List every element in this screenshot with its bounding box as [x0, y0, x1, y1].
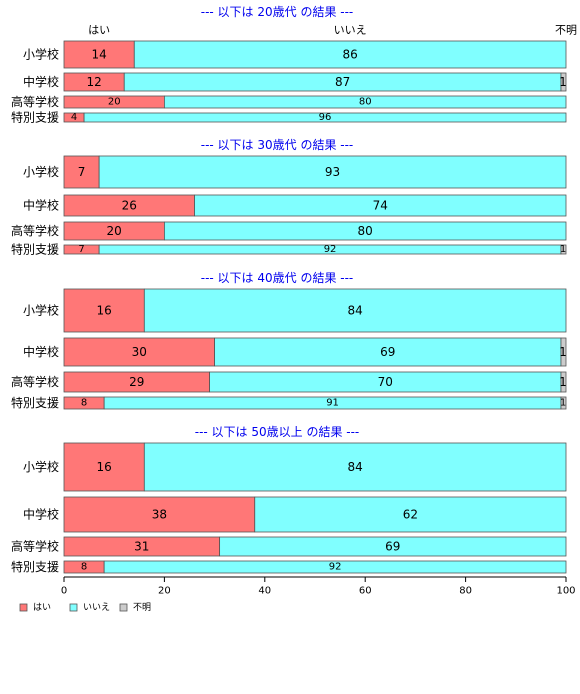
legend-swatch: [19, 603, 28, 612]
x-tick-label: 60: [359, 586, 372, 597]
bar-segment-yes: [63, 40, 135, 69]
data-label: 91: [326, 398, 339, 409]
bar-segment-unknown: [560, 396, 567, 410]
category-label: 高等学校: [11, 539, 59, 554]
category-label: 中学校: [23, 344, 59, 359]
category-label: 高等学校: [11, 374, 59, 389]
category-label: 特別支援: [11, 395, 59, 410]
data-label: 8: [81, 398, 87, 409]
data-label: 69: [380, 345, 395, 359]
bar-segment-no: [83, 112, 567, 123]
panel-title: --- 以下は 30歳代 の結果 ---: [201, 138, 354, 152]
panel-title: --- 以下は 20歳代 の結果 ---: [201, 5, 354, 19]
legend-label: はい: [33, 602, 51, 613]
bar-segment-unknown: [560, 371, 567, 393]
data-label: 93: [325, 165, 340, 179]
category-label: 小学校: [23, 459, 59, 474]
category-label: 中学校: [23, 198, 59, 213]
bar-segment-no: [143, 288, 567, 333]
category-label: 小学校: [23, 47, 59, 62]
category-label: 中学校: [23, 74, 59, 89]
category-label: 特別支援: [11, 559, 59, 574]
x-tick-label: 0: [61, 586, 67, 597]
bar-segment-unknown: [560, 244, 567, 255]
category-label: 小学校: [23, 303, 59, 318]
category-label: 高等学校: [11, 223, 59, 238]
data-label: 62: [403, 508, 418, 522]
bar-segment-no: [163, 95, 567, 109]
panel-title: --- 以下は 50歳以上 の結果 ---: [195, 425, 360, 439]
data-label: 16: [97, 460, 112, 474]
bar-segment-no: [163, 221, 567, 241]
bar-segment-unknown: [560, 72, 567, 92]
data-label: 7: [78, 165, 86, 179]
data-label: 87: [335, 75, 350, 89]
bar-segment-yes: [63, 337, 216, 367]
data-label: 96: [319, 112, 332, 123]
data-label: 14: [91, 48, 106, 62]
category-label: 中学校: [23, 507, 59, 522]
category-label: 特別支援: [11, 110, 59, 125]
data-label: 4: [71, 112, 77, 123]
data-label: 20: [108, 97, 121, 108]
bar-segment-no: [103, 560, 567, 574]
x-tick-label: 100: [556, 586, 575, 597]
data-label: 92: [329, 562, 342, 573]
data-label: 29: [129, 375, 144, 389]
panel-title: --- 以下は 40歳代 の結果 ---: [201, 271, 354, 285]
bar-segment-no: [194, 194, 567, 217]
data-label: 84: [348, 304, 363, 318]
column-header: はい: [88, 24, 110, 37]
data-label: 1: [559, 345, 567, 359]
category-label: 高等学校: [11, 94, 59, 109]
legend-label: いいえ: [83, 602, 110, 613]
bar-segment-yes: [63, 496, 256, 533]
data-label: 12: [86, 75, 101, 89]
bar-segment-yes: [63, 155, 100, 189]
data-label: 1: [560, 398, 566, 409]
data-label: 74: [373, 199, 388, 213]
data-label: 7: [78, 244, 84, 255]
data-label: 1: [559, 75, 567, 89]
bar-segment-no: [219, 536, 567, 557]
bar-segment-no: [98, 155, 567, 189]
data-label: 80: [358, 224, 373, 238]
data-label: 70: [378, 375, 393, 389]
bar-segment-no: [254, 496, 567, 533]
data-label: 20: [107, 224, 122, 238]
data-label: 8: [81, 562, 87, 573]
bar-segment-no: [133, 40, 567, 69]
bar-segment-yes: [63, 442, 145, 492]
data-label: 26: [122, 199, 137, 213]
category-label: 特別支援: [11, 242, 59, 257]
column-header: いいえ: [334, 24, 367, 37]
data-label: 30: [132, 345, 147, 359]
legend-swatch: [69, 603, 78, 612]
bar-segment-no: [214, 337, 562, 367]
data-label: 38: [152, 508, 167, 522]
legend-label: 不明: [133, 602, 151, 613]
data-label: 1: [560, 244, 566, 255]
legend-swatch: [119, 603, 128, 612]
data-label: 84: [348, 460, 363, 474]
data-label: 92: [324, 244, 337, 255]
data-label: 69: [385, 540, 400, 554]
bar-segment-no: [143, 442, 567, 492]
data-label: 31: [134, 540, 149, 554]
data-label: 86: [342, 48, 357, 62]
x-tick-label: 40: [258, 586, 271, 597]
data-label: 1: [559, 375, 567, 389]
column-header: 不明: [555, 24, 577, 37]
x-tick-label: 80: [459, 586, 472, 597]
category-label: 小学校: [23, 164, 59, 179]
bar-segment-unknown: [560, 337, 567, 367]
data-label: 16: [97, 304, 112, 318]
bar-segment-yes: [63, 288, 145, 333]
x-tick-label: 20: [158, 586, 171, 597]
data-label: 80: [359, 97, 372, 108]
